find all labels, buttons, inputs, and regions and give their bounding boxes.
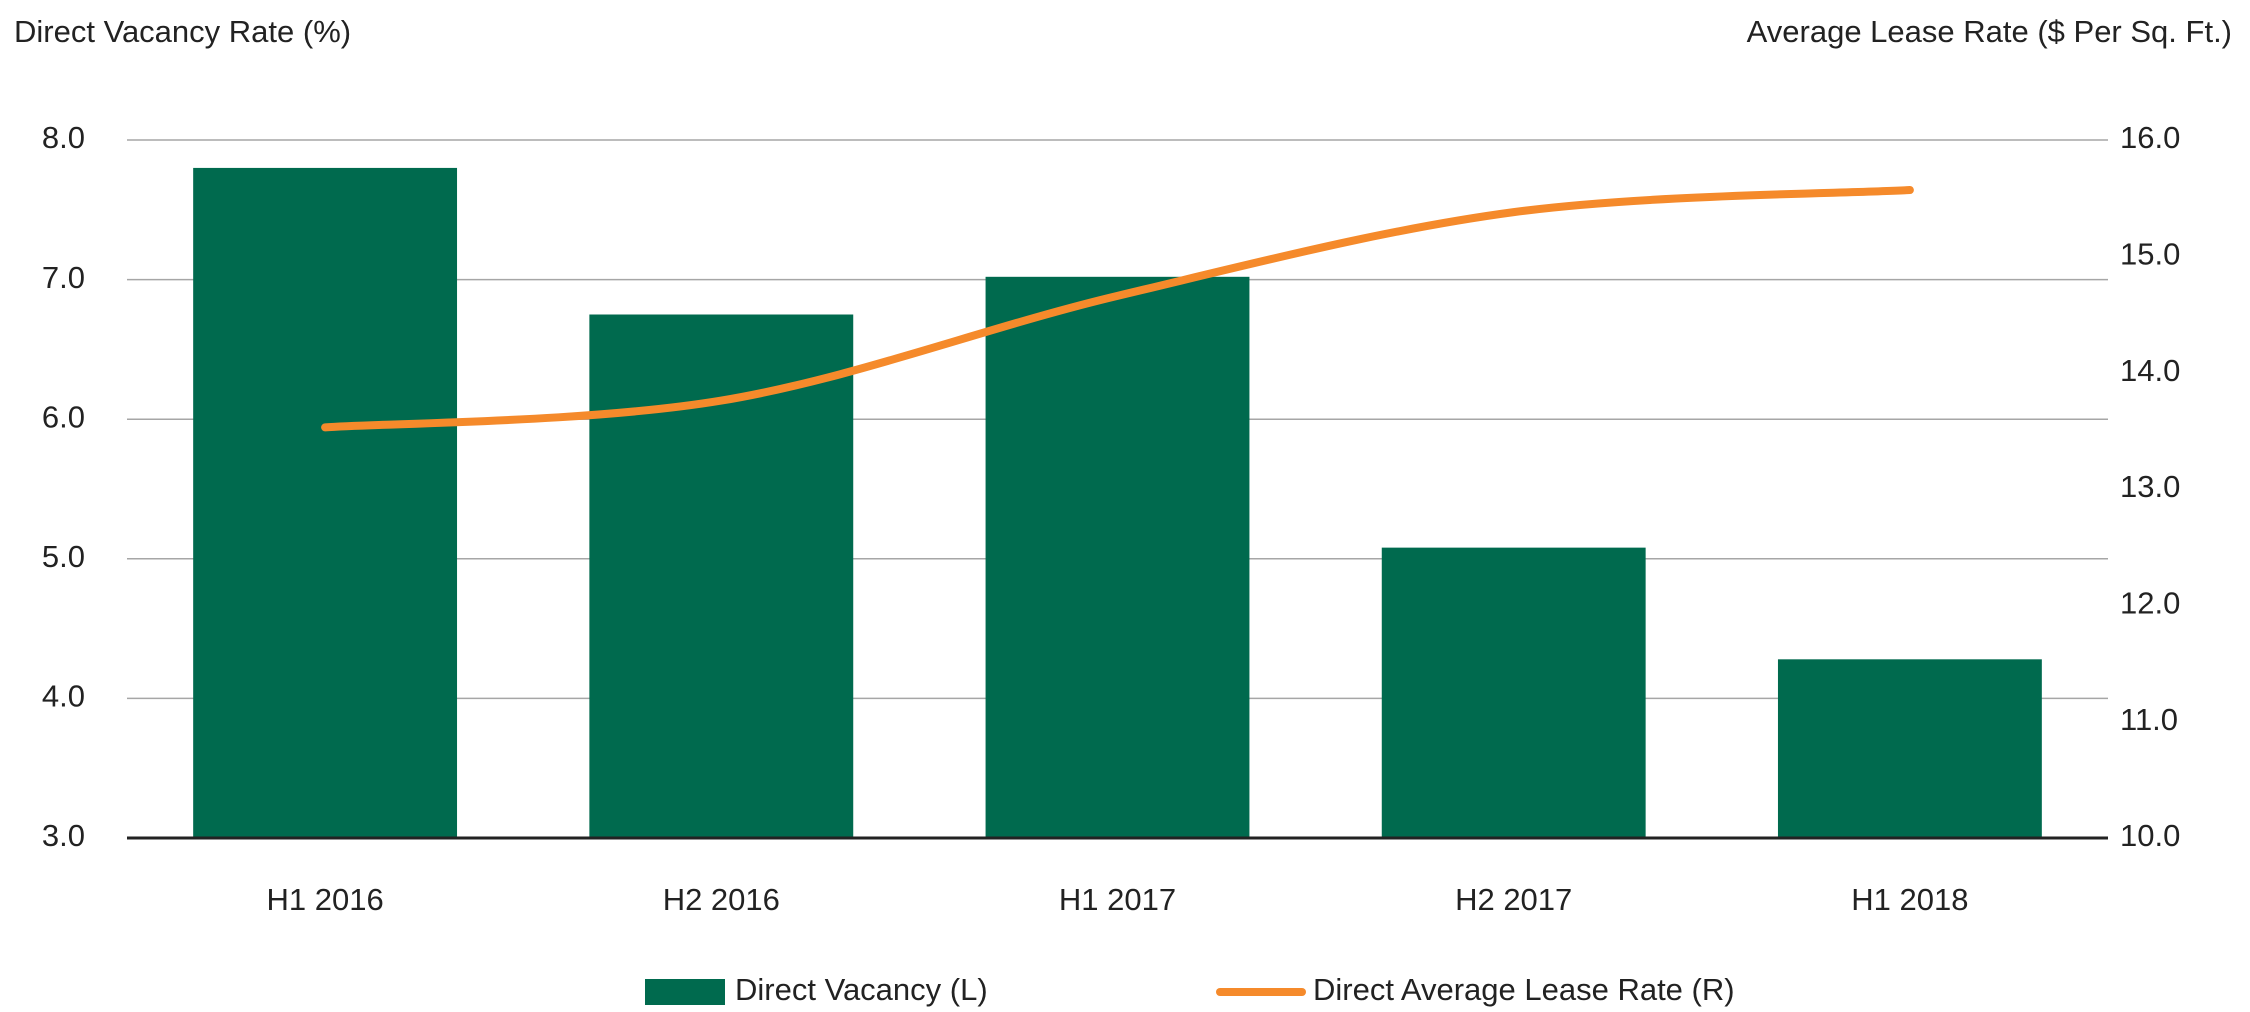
bar bbox=[985, 276, 1250, 839]
y2-tick-label: 11.0 bbox=[2120, 702, 2178, 737]
y-tick-label: 8.0 bbox=[42, 120, 85, 155]
y-tick-label: 5.0 bbox=[42, 539, 85, 574]
y2-tick-label: 12.0 bbox=[2120, 586, 2180, 621]
y2-tick-label: 15.0 bbox=[2120, 237, 2180, 272]
y2-tick-label: 16.0 bbox=[2120, 120, 2180, 155]
y-tick-label: 4.0 bbox=[42, 679, 85, 714]
legend-label: Direct Vacancy (L) bbox=[735, 972, 988, 1007]
y2-tick-label: 10.0 bbox=[2120, 818, 2180, 853]
x-tick-label: H2 2017 bbox=[1455, 882, 1572, 917]
y2-axis-title: Average Lease Rate ($ Per Sq. Ft.) bbox=[1747, 14, 2232, 49]
bar bbox=[193, 167, 458, 839]
x-tick-label: H1 2016 bbox=[266, 882, 383, 917]
x-tick-label: H1 2017 bbox=[1059, 882, 1176, 917]
bar bbox=[1381, 547, 1646, 838]
legend-swatch bbox=[645, 979, 725, 1005]
line bbox=[321, 186, 1914, 432]
y-tick-label: 7.0 bbox=[42, 260, 85, 295]
y2-tick-label: 14.0 bbox=[2120, 353, 2180, 388]
y2-tick-label: 13.0 bbox=[2120, 469, 2180, 504]
bar bbox=[1777, 659, 2042, 838]
y-tick-label: 3.0 bbox=[42, 818, 85, 853]
bar bbox=[589, 314, 854, 838]
legend-label: Direct Average Lease Rate (R) bbox=[1313, 972, 1735, 1007]
y-tick-label: 6.0 bbox=[42, 399, 85, 434]
x-tick-label: H1 2018 bbox=[1851, 882, 1968, 917]
y-axis-title: Direct Vacancy Rate (%) bbox=[14, 14, 351, 49]
x-tick-label: H2 2016 bbox=[663, 882, 780, 917]
